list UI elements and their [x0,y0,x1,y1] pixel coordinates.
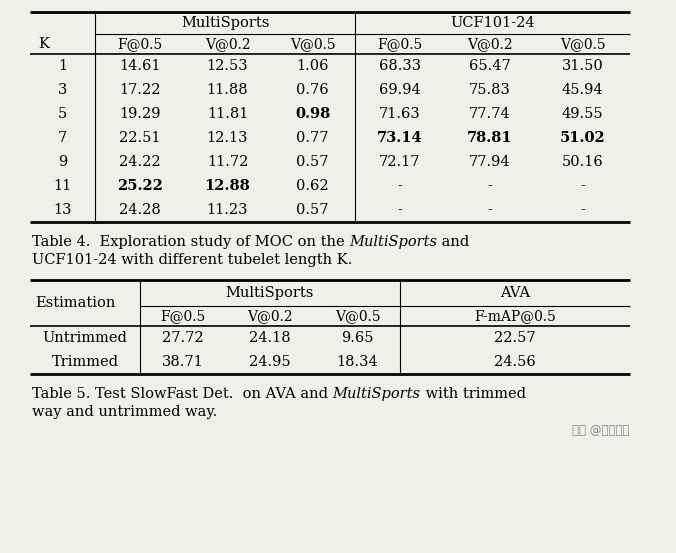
Text: F@0.5: F@0.5 [118,37,163,51]
Text: 49.55: 49.55 [562,107,603,121]
Text: K: K [38,37,49,51]
Text: 27.72: 27.72 [162,331,203,345]
Text: 9: 9 [58,155,67,169]
Text: 12.13: 12.13 [207,131,248,145]
Text: with trimmed: with trimmed [420,387,526,401]
Text: AVA: AVA [500,286,530,300]
Text: F@0.5: F@0.5 [160,309,205,323]
Text: 78.81: 78.81 [467,131,513,145]
Text: 24.28: 24.28 [119,203,161,217]
Text: 50.16: 50.16 [562,155,604,169]
Text: UCF101-24: UCF101-24 [450,16,535,30]
Text: F-mAP@0.5: F-mAP@0.5 [474,309,556,323]
Text: 77.74: 77.74 [469,107,511,121]
Text: -: - [580,179,585,193]
Text: 14.61: 14.61 [119,59,161,73]
Text: 0.77: 0.77 [296,131,329,145]
Text: UCF101-24 with different tubelet length K.: UCF101-24 with different tubelet length … [32,253,352,267]
Text: 75.83: 75.83 [469,83,511,97]
Text: 13: 13 [53,203,72,217]
Text: 24.56: 24.56 [494,355,536,369]
Text: 69.94: 69.94 [379,83,421,97]
Text: 5: 5 [58,107,67,121]
Text: MultiSports: MultiSports [180,16,269,30]
Text: -: - [487,203,492,217]
Text: Trimmed: Trimmed [51,355,118,369]
Text: 1.06: 1.06 [296,59,329,73]
Text: 24.18: 24.18 [249,331,291,345]
Text: V@0.5: V@0.5 [560,37,605,51]
Text: V@0.2: V@0.2 [467,37,513,51]
Text: 22.57: 22.57 [494,331,536,345]
Text: 9.65: 9.65 [341,331,374,345]
Text: 12.88: 12.88 [205,179,250,193]
Text: 7: 7 [58,131,67,145]
Text: MultiSports: MultiSports [333,387,420,401]
Text: F@0.5: F@0.5 [377,37,422,51]
Text: 38.71: 38.71 [162,355,203,369]
Text: 11.72: 11.72 [207,155,248,169]
Text: MultiSports: MultiSports [226,286,314,300]
Text: Estimation: Estimation [35,296,116,310]
Text: Table 4.  Exploration study of MOC on the: Table 4. Exploration study of MOC on the [32,235,349,249]
Text: 31.50: 31.50 [562,59,604,73]
Text: -: - [397,203,402,217]
Text: and: and [437,235,470,249]
Text: 3: 3 [58,83,67,97]
Text: V@0.5: V@0.5 [335,309,381,323]
Text: way and untrimmed way.: way and untrimmed way. [32,405,217,419]
Text: V@0.2: V@0.2 [205,37,250,51]
Text: 0.76: 0.76 [296,83,329,97]
Text: 24.95: 24.95 [249,355,291,369]
Text: 45.94: 45.94 [562,83,603,97]
Text: 0.62: 0.62 [296,179,329,193]
Text: V@0.2: V@0.2 [247,309,293,323]
Text: -: - [397,179,402,193]
Text: 22.51: 22.51 [119,131,161,145]
Text: Table 5. Test SlowFast Det.  on AVA and: Table 5. Test SlowFast Det. on AVA and [32,387,333,401]
Text: Untrimmed: Untrimmed [43,331,128,345]
Text: 0.98: 0.98 [295,107,330,121]
Text: 65.47: 65.47 [469,59,511,73]
Text: 72.17: 72.17 [379,155,420,169]
Text: 11.88: 11.88 [207,83,248,97]
Text: 18.34: 18.34 [337,355,379,369]
Text: 12.53: 12.53 [207,59,248,73]
Text: 0.57: 0.57 [296,203,329,217]
Text: 77.94: 77.94 [469,155,511,169]
Text: 51.02: 51.02 [560,131,606,145]
Text: -: - [487,179,492,193]
Text: 11.23: 11.23 [207,203,248,217]
Text: 25.22: 25.22 [117,179,163,193]
Text: 11: 11 [53,179,72,193]
Text: V@0.5: V@0.5 [290,37,335,51]
Text: 19.29: 19.29 [119,107,161,121]
Text: 1: 1 [58,59,67,73]
Text: MultiSports: MultiSports [349,235,437,249]
Text: 知乎 @清欢护者: 知乎 @清欢护者 [573,424,630,436]
Text: 68.33: 68.33 [379,59,421,73]
Text: -: - [580,203,585,217]
Text: 71.63: 71.63 [379,107,421,121]
Text: 0.57: 0.57 [296,155,329,169]
Text: 24.22: 24.22 [119,155,161,169]
Text: 11.81: 11.81 [207,107,248,121]
Text: 73.14: 73.14 [377,131,422,145]
Text: 17.22: 17.22 [119,83,161,97]
